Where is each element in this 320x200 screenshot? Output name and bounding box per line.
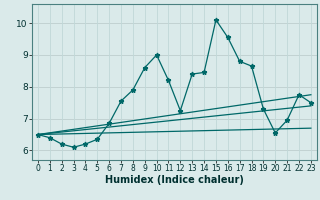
X-axis label: Humidex (Indice chaleur): Humidex (Indice chaleur) [105, 175, 244, 185]
